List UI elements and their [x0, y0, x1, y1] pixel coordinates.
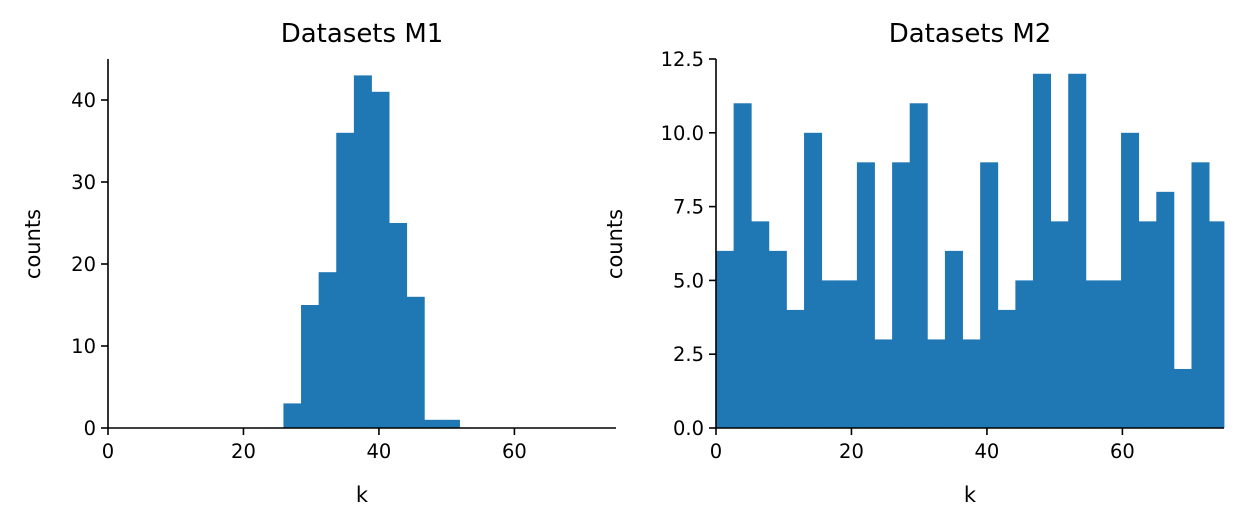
- m1-x-ticks: 0 20 40 60: [102, 428, 527, 463]
- m2-y-tick-label: 12.5: [661, 48, 704, 71]
- m2-bar: [962, 339, 981, 428]
- m2-bar: [1209, 221, 1225, 428]
- m1-y-tick-label: 40: [71, 89, 96, 112]
- m2-bar: [980, 162, 999, 428]
- m1-bar: [353, 75, 372, 429]
- m2-title: Datasets M2: [889, 19, 1052, 49]
- m1-x-axis-label: k: [356, 483, 369, 507]
- m2-bar: [997, 309, 1016, 428]
- m1-y-axis-label: counts: [21, 209, 45, 279]
- m2-bar: [733, 103, 752, 428]
- m2-bar: [944, 250, 963, 428]
- m1-bars: [283, 75, 460, 429]
- m2-bar: [1050, 221, 1069, 428]
- chart-m1: Datasets M1 k counts 0 20 40 60 0 10 20 30 40: [21, 19, 616, 507]
- m2-x-tick-label: 60: [1110, 440, 1135, 463]
- m1-y-ticks: 0 10 20 30 40: [71, 89, 108, 440]
- m1-bar: [424, 419, 443, 428]
- m1-bar: [371, 91, 390, 429]
- m2-bar: [839, 280, 858, 428]
- m2-x-tick-label: 20: [839, 440, 864, 463]
- m1-x-tick-label: 0: [102, 440, 114, 463]
- m1-bar: [283, 403, 302, 428]
- m2-x-tick-label: 40: [975, 440, 1000, 463]
- m2-bar: [786, 309, 805, 428]
- m2-y-ticks: 0.0 2.5 5.0 7.5 10.0 12.5: [661, 48, 716, 440]
- m1-bar: [336, 132, 355, 429]
- m2-bar: [804, 132, 823, 429]
- m1-x-tick-label: 40: [367, 440, 392, 463]
- m2-bar: [716, 250, 735, 428]
- m2-bar: [1173, 368, 1192, 428]
- m2-bar: [927, 339, 946, 428]
- m2-x-ticks: 0 20 40 60: [710, 428, 1135, 463]
- m2-bar: [751, 221, 770, 428]
- m2-bar: [768, 250, 787, 428]
- m2-bar: [1156, 191, 1175, 428]
- m1-x-tick-label: 60: [502, 440, 527, 463]
- m1-y-tick-label: 30: [71, 171, 96, 194]
- m2-x-axis-label: k: [964, 483, 977, 507]
- m2-bar: [1121, 132, 1140, 429]
- m2-y-tick-label: 7.5: [673, 196, 704, 219]
- m1-bar: [318, 272, 337, 428]
- m2-bar: [909, 103, 928, 428]
- m1-y-tick-label: 0: [84, 417, 96, 440]
- m2-bar: [1085, 280, 1104, 428]
- m2-bar: [892, 162, 911, 428]
- m2-y-tick-label: 10.0: [661, 122, 704, 145]
- m2-bar: [1015, 280, 1034, 428]
- m1-title: Datasets M1: [281, 19, 444, 49]
- m2-bar: [1138, 221, 1157, 428]
- m1-x-tick-label: 20: [231, 440, 256, 463]
- m2-bar: [821, 280, 840, 428]
- m2-y-tick-label: 0.0: [673, 417, 704, 440]
- m2-bar: [1032, 73, 1051, 428]
- m1-bar: [406, 296, 425, 428]
- m1-bar: [389, 223, 408, 428]
- m2-bars: [716, 73, 1225, 429]
- m1-bar: [441, 419, 460, 428]
- m2-bar: [1068, 73, 1087, 428]
- m2-bar: [856, 162, 875, 428]
- m2-x-tick-label: 0: [710, 440, 722, 463]
- m2-bar: [1191, 162, 1210, 428]
- m2-y-tick-label: 5.0: [673, 269, 704, 292]
- m1-bar: [301, 305, 320, 428]
- m2-y-axis-label: counts: [603, 209, 627, 279]
- chart-m2: Datasets M2 k counts 0 20 40 60 0.0 2.5 5.0 7.…: [603, 19, 1225, 507]
- m2-y-tick-label: 2.5: [673, 343, 704, 366]
- m2-bar: [1103, 280, 1122, 428]
- m1-y-tick-label: 10: [71, 335, 96, 358]
- m2-bar: [874, 339, 893, 428]
- m1-y-tick-label: 20: [71, 253, 96, 276]
